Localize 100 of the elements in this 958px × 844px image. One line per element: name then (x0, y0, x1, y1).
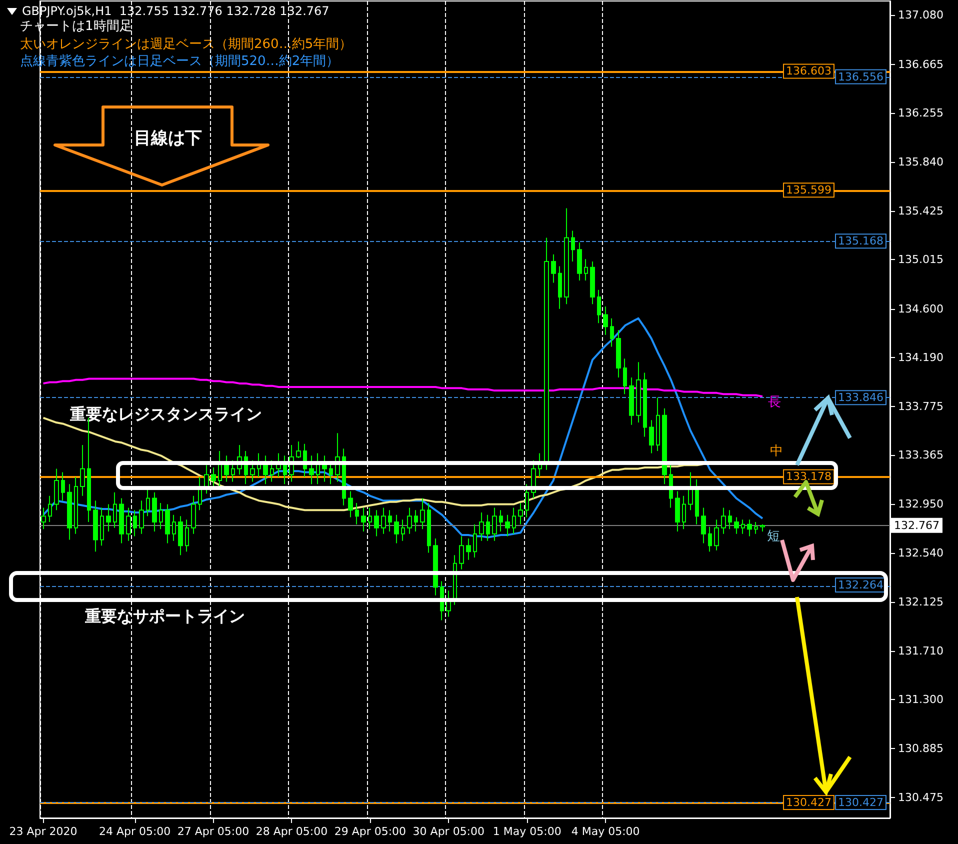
candlestick (473, 524, 477, 558)
candlestick (558, 266, 562, 310)
candlestick (584, 258, 588, 281)
annotation: 重要なサポートライン (84, 606, 245, 626)
y-tick-label: 132.125 (898, 595, 944, 608)
candlestick (139, 500, 144, 534)
x-tick-label: 4 May 05:00 (571, 825, 640, 838)
ref-line-label: 132.767 (894, 518, 940, 532)
candlestick (420, 498, 425, 530)
x-tick-label: 28 Apr 05:00 (256, 825, 328, 838)
candlestick (734, 516, 739, 534)
y-tick-label: 135.425 (898, 204, 944, 218)
ref-line-label: 133.178 (786, 470, 832, 484)
ref-line-label: 136.556 (838, 70, 884, 84)
candlestick (100, 507, 104, 546)
y-tick-label: 134.600 (898, 302, 944, 316)
candlestick (401, 519, 405, 542)
ref-line-label: 136.603 (786, 64, 832, 78)
y-tick-label: 131.300 (898, 693, 944, 706)
candlestick (394, 514, 399, 544)
y-tick-label: 135.015 (898, 253, 944, 266)
candlestick (564, 208, 569, 305)
candlestick (512, 507, 516, 534)
candlestick (133, 510, 137, 537)
candlestick (41, 507, 46, 530)
x-tick-label: 23 Apr 2020 (9, 825, 78, 838)
candlestick (270, 460, 274, 482)
candlestick (106, 504, 111, 532)
candlestick (760, 524, 765, 532)
candlestick (597, 289, 601, 324)
candlestick (479, 512, 484, 542)
y-tick-label: 131.710 (898, 644, 944, 658)
y-tick-label: 130.475 (898, 790, 944, 804)
candlestick (355, 502, 359, 525)
candlestick (67, 484, 72, 540)
x-tick-label: 24 Apr 05:00 (98, 825, 171, 838)
candlestick (544, 237, 549, 470)
candlestick (348, 490, 353, 518)
ref-line-label: 133.846 (838, 391, 884, 404)
candlestick (374, 510, 379, 537)
candlestick (329, 462, 333, 485)
x-tick-label: 30 Apr 05:00 (412, 825, 485, 838)
candlestick (427, 502, 431, 554)
y-tick-label: 136.665 (898, 58, 944, 71)
candlestick (747, 519, 752, 537)
candlestick (577, 242, 582, 281)
candlestick (499, 510, 503, 532)
candlestick (159, 502, 163, 530)
candlestick (728, 510, 732, 530)
candlestick (204, 464, 209, 494)
annotation: 重要なレジスタンスライン (69, 404, 262, 424)
y-tick-label: 134.190 (898, 350, 944, 364)
candlestick (80, 444, 85, 496)
candlestick (152, 492, 157, 532)
candlestick (492, 507, 497, 542)
y-tick-label: 130.885 (898, 742, 944, 756)
candlestick (250, 460, 255, 482)
y-tick-label: 137.080 (898, 8, 944, 22)
x-tick-label: 1 May 05:00 (492, 825, 562, 838)
y-tick-label: 136.255 (898, 106, 944, 120)
candlestick (54, 468, 59, 511)
candlestick (486, 514, 490, 542)
y-tick-label: 132.540 (898, 546, 944, 560)
candlestick (368, 507, 372, 530)
candlestick (381, 507, 386, 534)
candlestick (518, 502, 523, 525)
line-series (42, 317, 764, 538)
candlestick (296, 440, 301, 459)
candlestick (721, 507, 726, 534)
candlestick (571, 230, 575, 262)
y-tick-label: 133.365 (898, 448, 944, 462)
candlestick (407, 507, 412, 534)
candlestick (459, 536, 464, 570)
y-tick-label: 133.775 (898, 400, 944, 414)
line-series (42, 378, 764, 398)
y-tick-label: 135.840 (898, 156, 944, 169)
candlestick (682, 495, 686, 530)
candlestick (126, 507, 131, 542)
candlestick (590, 260, 595, 305)
candlestick (616, 330, 621, 378)
candlestick (466, 538, 471, 560)
candlestick (74, 476, 78, 534)
candlestick (525, 484, 529, 518)
ref-line-label: 135.168 (838, 234, 884, 248)
candlestick (61, 472, 65, 502)
candlestick (48, 495, 52, 522)
annotation: 目線は下 (134, 128, 202, 148)
candlestick (414, 510, 418, 532)
candlestick (113, 492, 117, 528)
candlestick (643, 372, 647, 438)
candlestick (629, 377, 634, 426)
candlestick (309, 455, 314, 485)
candlestick (741, 519, 745, 534)
ref-line-label: 130.427 (786, 796, 832, 809)
candlestick (701, 507, 706, 544)
candlestick (754, 521, 758, 534)
candlestick (191, 495, 196, 534)
ref-line-label: 130.427 (838, 796, 884, 809)
candlestick (119, 498, 124, 544)
candlestick (708, 526, 712, 552)
